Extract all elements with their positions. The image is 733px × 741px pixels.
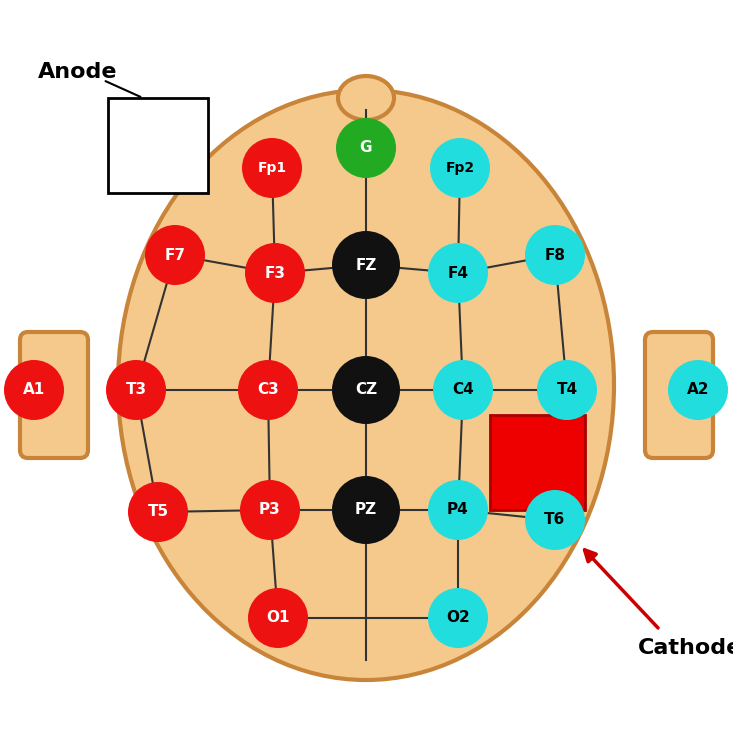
Text: Fp2: Fp2 — [446, 161, 474, 175]
Text: F7: F7 — [164, 247, 185, 262]
Circle shape — [668, 360, 728, 420]
Text: CZ: CZ — [355, 382, 377, 397]
Circle shape — [4, 360, 64, 420]
Text: PZ: PZ — [355, 502, 377, 517]
Text: P3: P3 — [259, 502, 281, 517]
Circle shape — [128, 482, 188, 542]
Circle shape — [332, 356, 400, 424]
Text: F4: F4 — [448, 265, 468, 281]
Circle shape — [336, 118, 396, 178]
Circle shape — [145, 225, 205, 285]
FancyBboxPatch shape — [645, 332, 713, 458]
Circle shape — [433, 360, 493, 420]
Ellipse shape — [338, 76, 394, 120]
Text: Anode: Anode — [38, 62, 117, 82]
Circle shape — [240, 480, 300, 540]
Circle shape — [106, 360, 166, 420]
Circle shape — [428, 243, 488, 303]
Text: FZ: FZ — [356, 258, 377, 273]
Circle shape — [332, 476, 400, 544]
Text: O1: O1 — [266, 611, 290, 625]
Circle shape — [428, 480, 488, 540]
Circle shape — [525, 225, 585, 285]
Circle shape — [525, 490, 585, 550]
Bar — [108, 98, 208, 193]
Bar — [490, 415, 585, 510]
Ellipse shape — [118, 90, 614, 680]
Text: C3: C3 — [257, 382, 279, 397]
Text: P4: P4 — [447, 502, 469, 517]
Circle shape — [332, 231, 400, 299]
Text: O2: O2 — [446, 611, 470, 625]
Text: T5: T5 — [147, 505, 169, 519]
Text: Cathode: Cathode — [638, 638, 733, 658]
Text: T4: T4 — [556, 382, 578, 397]
Text: Fp1: Fp1 — [257, 161, 287, 175]
Text: G: G — [360, 141, 372, 156]
Text: T3: T3 — [125, 382, 147, 397]
Text: C4: C4 — [452, 382, 474, 397]
Circle shape — [430, 138, 490, 198]
Text: T6: T6 — [545, 513, 566, 528]
Circle shape — [537, 360, 597, 420]
Circle shape — [242, 138, 302, 198]
Circle shape — [248, 588, 308, 648]
Circle shape — [428, 588, 488, 648]
Circle shape — [238, 360, 298, 420]
FancyBboxPatch shape — [20, 332, 88, 458]
Text: F3: F3 — [265, 265, 285, 281]
Text: A1: A1 — [23, 382, 45, 397]
Circle shape — [245, 243, 305, 303]
Text: A2: A2 — [687, 382, 710, 397]
Text: F8: F8 — [545, 247, 565, 262]
